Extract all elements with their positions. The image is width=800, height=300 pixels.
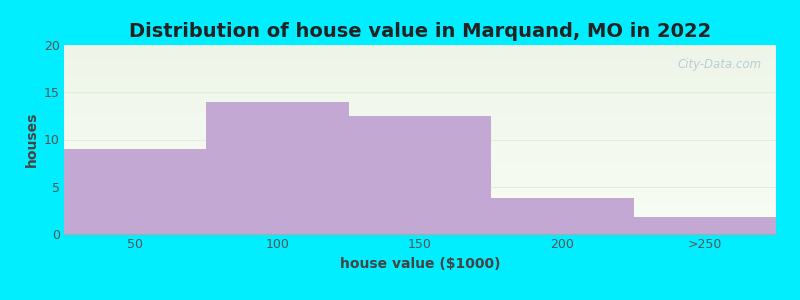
- Text: City-Data.com: City-Data.com: [678, 58, 762, 71]
- Bar: [491, 198, 634, 234]
- Bar: [349, 116, 491, 234]
- Bar: [206, 102, 349, 234]
- Y-axis label: houses: houses: [25, 112, 38, 167]
- Bar: [64, 149, 206, 234]
- X-axis label: house value ($1000): house value ($1000): [340, 257, 500, 271]
- Title: Distribution of house value in Marquand, MO in 2022: Distribution of house value in Marquand,…: [129, 22, 711, 41]
- Bar: [634, 217, 776, 234]
